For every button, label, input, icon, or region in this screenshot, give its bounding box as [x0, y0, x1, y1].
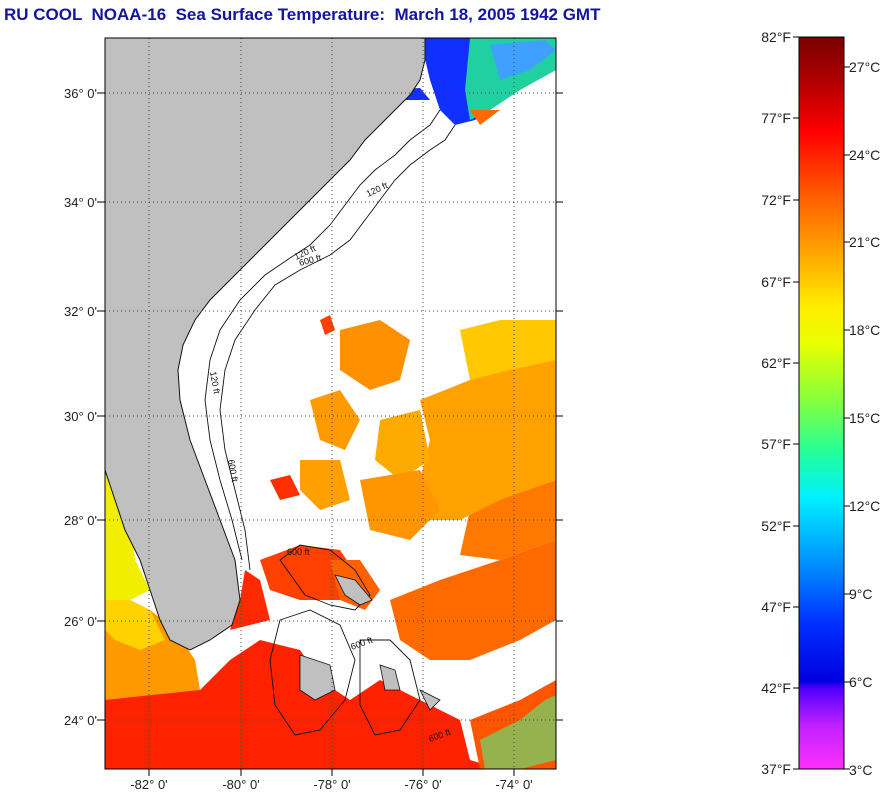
land-mass — [105, 38, 426, 651]
lon-label-74: -74° 0' — [495, 777, 532, 792]
colorbar-f-label: 52°F — [761, 518, 791, 534]
map-panel: 120 ft 600 ft 120 ft 600 ft 600 ft 120 f… — [105, 38, 556, 769]
colorbar-f-label: 67°F — [761, 274, 791, 290]
map-title: RU COOL NOAA-16 Sea Surface Temperature:… — [4, 5, 601, 24]
colorbar-f-label: 72°F — [761, 192, 791, 208]
colorbar-c-label: 9°C — [849, 586, 873, 602]
colorbar: 82°F 77°F 72°F 67°F 62°F 57°F 52°F 47°F … — [761, 29, 880, 778]
bahamas-islands — [299, 574, 441, 711]
colorbar-c-label: 15°C — [849, 410, 880, 426]
lat-label-36: 36° 0' — [64, 86, 97, 101]
colorbar-c-label: 24°C — [849, 147, 880, 163]
lat-label-34: 34° 0' — [64, 195, 97, 210]
depth-contours — [204, 109, 456, 736]
colorbar-c-label: 3°C — [849, 762, 873, 778]
colorbar-c-label: 18°C — [849, 322, 880, 338]
lat-label-24: 24° 0' — [64, 713, 97, 728]
lat-label-30: 30° 0' — [64, 409, 97, 424]
lon-label-76: -76° 0' — [404, 777, 441, 792]
lat-label-32: 32° 0' — [64, 304, 97, 319]
lon-label-78: -78° 0' — [313, 777, 350, 792]
contour-label: 120 ft — [208, 371, 222, 395]
lat-label-28: 28° 0' — [64, 513, 97, 528]
lon-label-80: -80° 0' — [222, 777, 259, 792]
colorbar-f-label: 62°F — [761, 355, 791, 371]
colorbar-c-label: 12°C — [849, 498, 880, 514]
colorbar-f-label: 82°F — [761, 29, 791, 45]
colorbar-c-label: 6°C — [849, 674, 873, 690]
colorbar-c-label: 21°C — [849, 234, 880, 250]
colorbar-f-label: 37°F — [761, 761, 791, 777]
colorbar-f-label: 42°F — [761, 680, 791, 696]
map-ticks — [97, 92, 563, 776]
colorbar-f-label: 47°F — [761, 599, 791, 615]
contour-label: 600 ft — [287, 547, 310, 557]
map-frame — [104, 37, 557, 770]
colorbar-f-label: 77°F — [761, 110, 791, 126]
lon-label-82: -82° 0' — [130, 777, 167, 792]
colorbar-gradient — [798, 36, 845, 770]
colorbar-c-label: 27°C — [849, 59, 880, 75]
contour-label: 600 ft — [226, 459, 240, 483]
colorbar-f-label: 57°F — [761, 436, 791, 452]
lat-label-26: 26° 0' — [64, 614, 97, 629]
